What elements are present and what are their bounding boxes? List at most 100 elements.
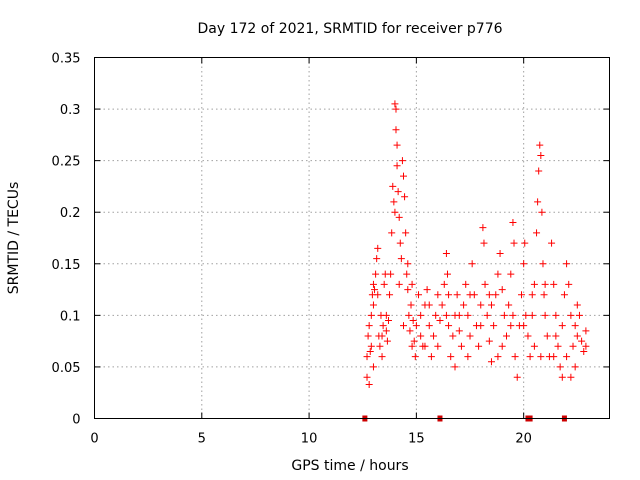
data-point (408, 342, 416, 350)
data-point (390, 198, 398, 206)
data-point (396, 239, 404, 247)
x-tick-label: 20 (515, 432, 532, 447)
data-point (397, 255, 405, 263)
y-tick-label: 0.3 (60, 103, 81, 118)
x-tick-label: 5 (198, 432, 206, 447)
data-point (363, 353, 371, 361)
data-point (485, 337, 493, 345)
data-point (434, 291, 442, 299)
data-point (505, 301, 513, 309)
data-point (550, 353, 558, 361)
data-point (477, 301, 485, 309)
data-point (507, 270, 515, 278)
data-point (500, 311, 508, 319)
x-tick-label: 10 (301, 432, 318, 447)
data-point (408, 280, 416, 288)
data-point (445, 291, 453, 299)
data-point (466, 332, 474, 340)
y-tick-label: 0.1 (60, 309, 81, 324)
data-point (382, 311, 390, 319)
data-point (533, 229, 541, 237)
data-point (367, 342, 375, 350)
data-point (411, 353, 419, 361)
data-point (538, 208, 546, 216)
data-point (554, 342, 562, 350)
data-point (498, 342, 506, 350)
data-point (384, 317, 392, 325)
data-point (402, 229, 410, 237)
data-point (440, 280, 448, 288)
data-point (451, 363, 459, 371)
data-point (468, 260, 476, 268)
y-tick-label: 0.15 (52, 258, 81, 273)
data-point (412, 322, 420, 330)
data-point (447, 353, 455, 361)
data-point (483, 311, 491, 319)
data-point (378, 332, 386, 340)
data-point (462, 280, 470, 288)
data-point (580, 347, 588, 355)
data-point (410, 337, 418, 345)
data-point (563, 353, 571, 361)
data-point (571, 363, 579, 371)
data-point (492, 291, 500, 299)
data-point (563, 260, 571, 268)
data-point (443, 270, 451, 278)
data-point (425, 322, 433, 330)
data-point (438, 301, 446, 309)
data-point (400, 322, 407, 330)
data-point (575, 311, 583, 319)
data-point (425, 301, 433, 309)
data-point (395, 280, 403, 288)
data-point (365, 322, 373, 330)
data-point (436, 317, 444, 325)
data-point (389, 182, 397, 190)
data-point (464, 311, 472, 319)
data-point (367, 311, 375, 319)
data-point (582, 327, 590, 335)
y-tick-label: 0.25 (52, 155, 81, 170)
data-point (364, 332, 372, 340)
data-point (392, 126, 400, 134)
data-point (487, 358, 495, 366)
data-point (373, 255, 381, 263)
y-tick-label: 0.2 (60, 206, 81, 221)
y-axis-label: SRMTID / TECUs (6, 182, 22, 295)
data-point (449, 332, 457, 340)
y-tick-label: 0 (72, 413, 80, 428)
data-point (400, 172, 407, 180)
data-point (415, 291, 423, 299)
data-point (445, 322, 453, 330)
plot-frame (94, 57, 610, 419)
x-tick-label: 15 (408, 432, 425, 447)
data-point (376, 342, 384, 350)
data-point (541, 311, 549, 319)
data-point (485, 291, 493, 299)
data-point (520, 322, 528, 330)
data-point (404, 286, 412, 294)
data-point (371, 286, 379, 294)
data-point (405, 311, 413, 319)
data-point (387, 270, 395, 278)
data-point (567, 311, 575, 319)
data-point (453, 291, 461, 299)
data-point (401, 193, 409, 201)
data-point (394, 188, 402, 196)
data-point (560, 291, 568, 299)
data-point (457, 342, 465, 350)
data-point (558, 373, 566, 381)
data-point (521, 239, 529, 247)
data-point (520, 260, 528, 268)
data-point (522, 311, 530, 319)
data-point (537, 151, 545, 159)
data-point (565, 280, 573, 288)
data-point (578, 337, 586, 345)
data-point (573, 332, 581, 340)
chart-title: Day 172 of 2021, SRMTID for receiver p77… (197, 21, 502, 37)
data-point (398, 157, 406, 165)
data-point (509, 219, 517, 227)
data-point (487, 301, 495, 309)
data-point (496, 249, 504, 257)
data-point (552, 332, 560, 340)
